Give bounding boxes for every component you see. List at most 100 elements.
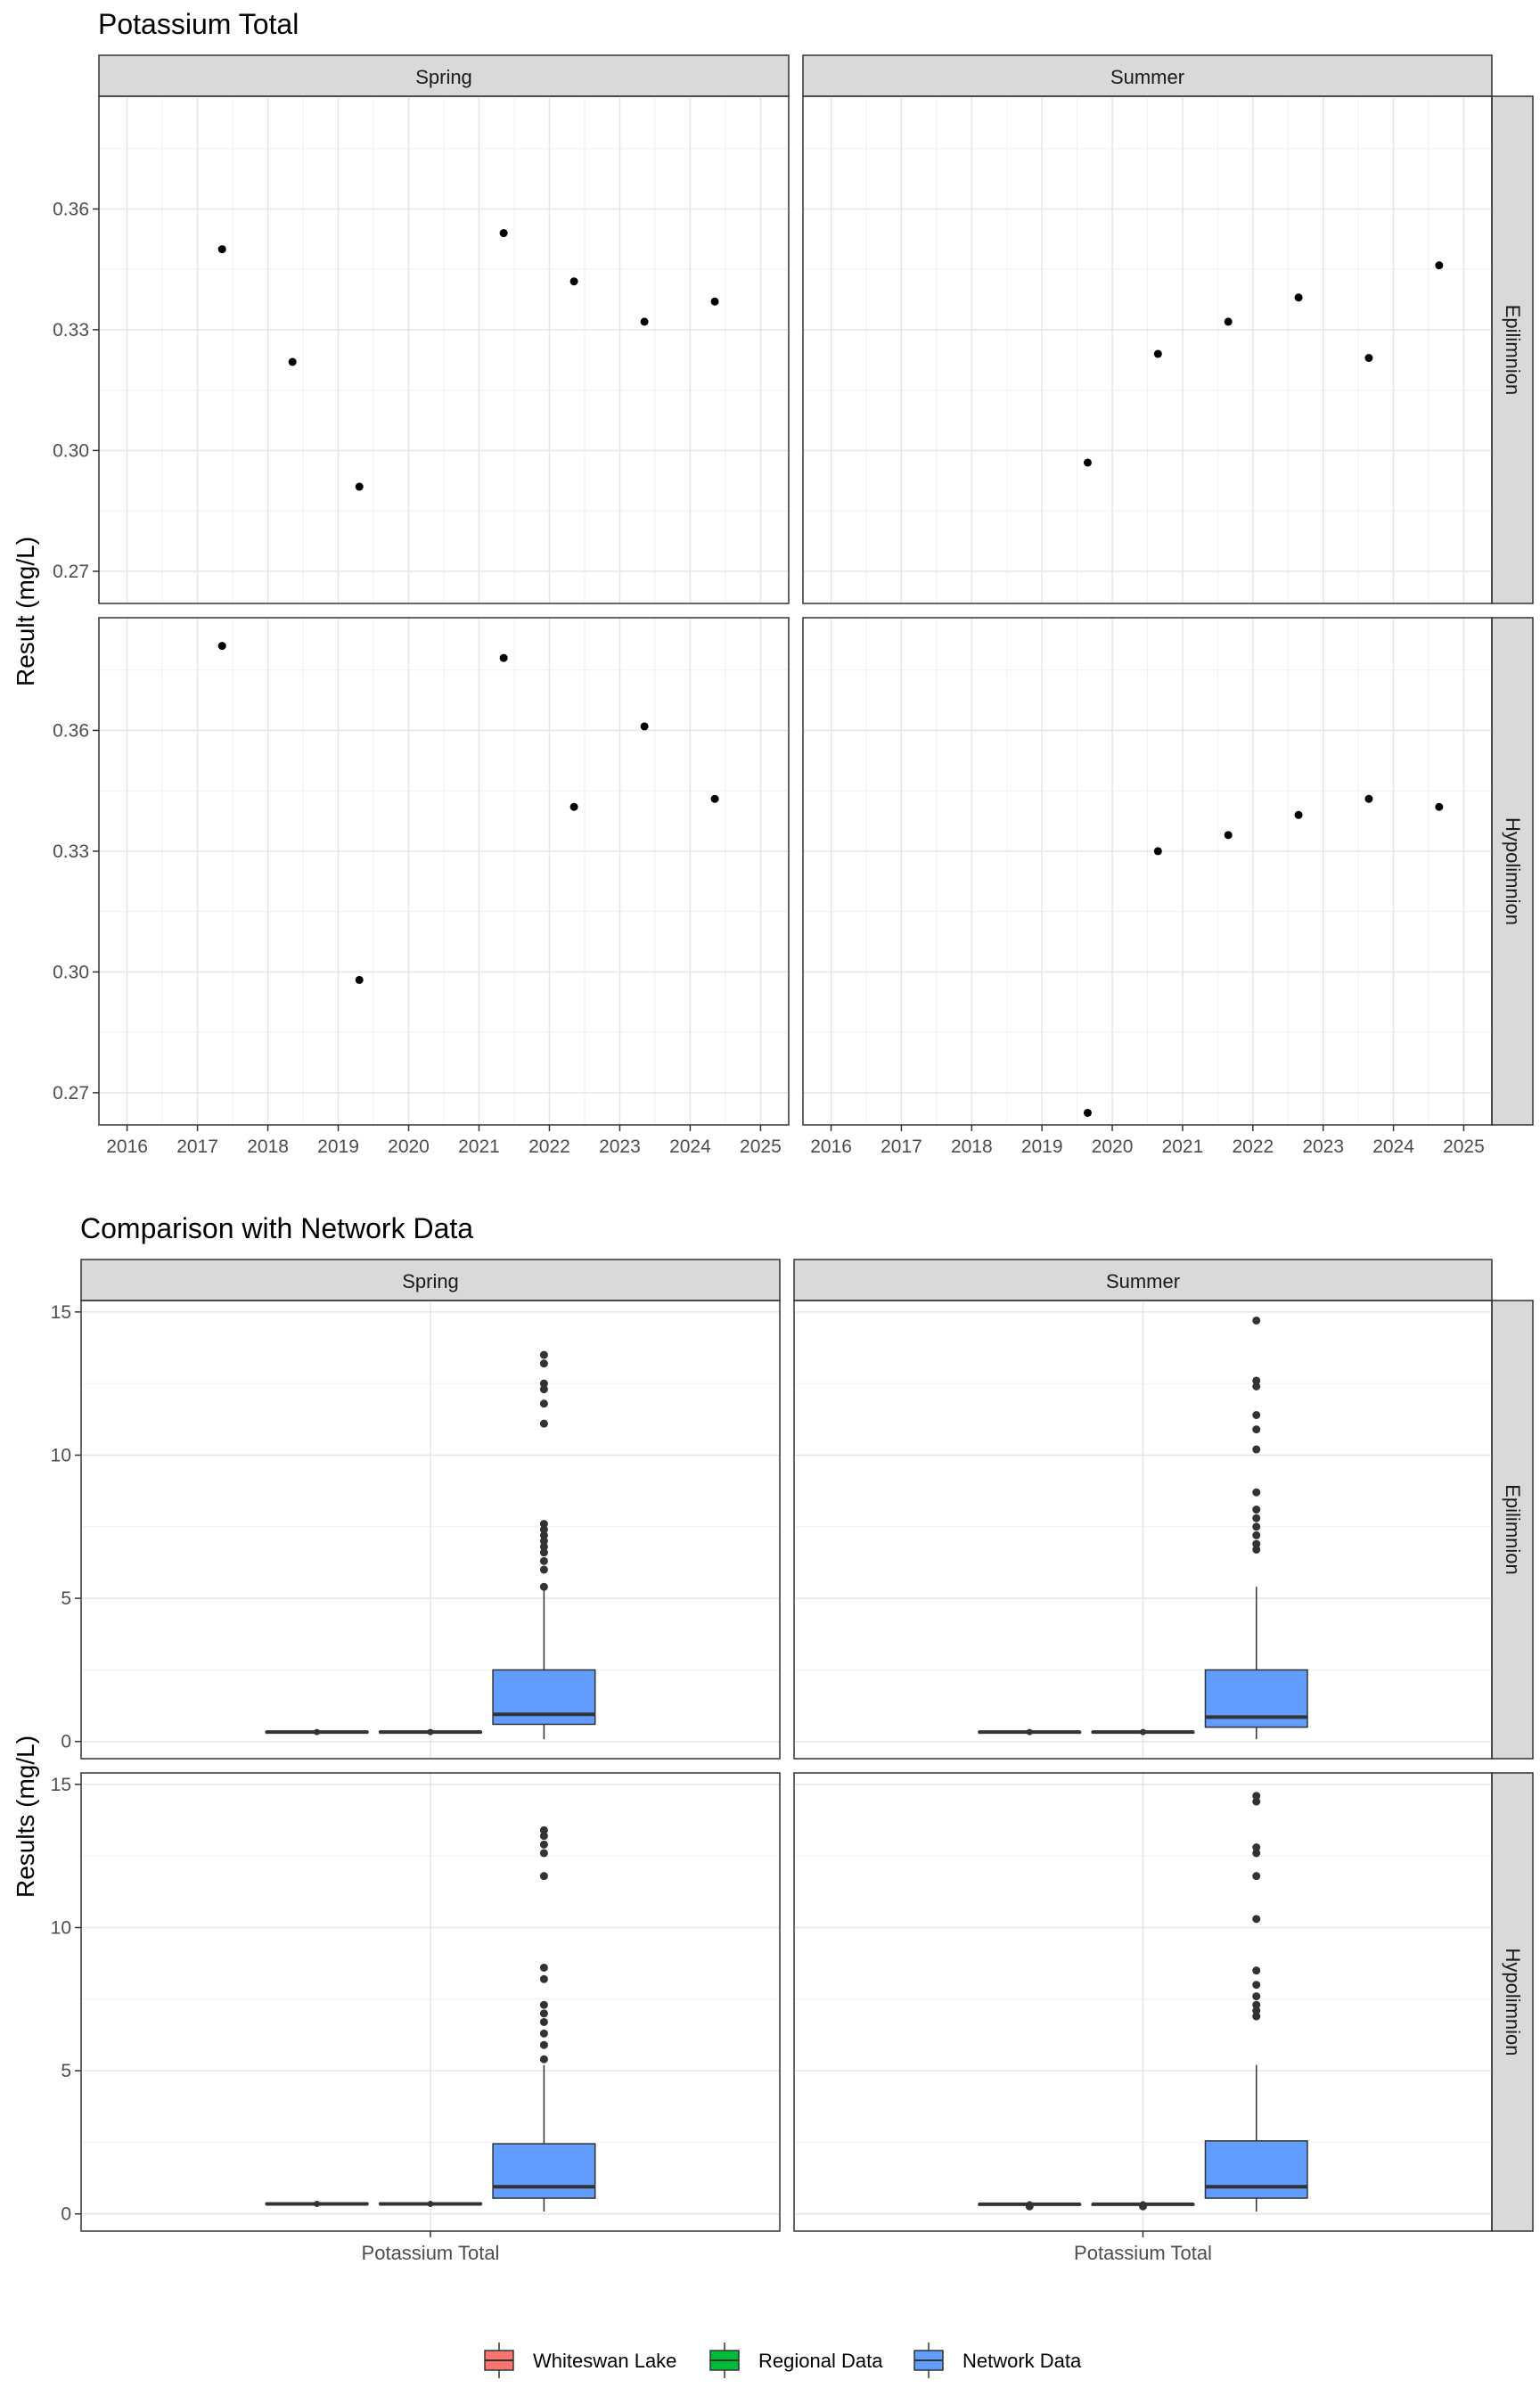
facet-strip-label-hypolimnion: Hypolimnion xyxy=(1502,817,1524,925)
x-tick-label: 2018 xyxy=(951,1136,993,1157)
outlier-point xyxy=(1252,1411,1261,1419)
data-point xyxy=(640,317,649,326)
outlier-point xyxy=(1252,1425,1261,1434)
facet-strip-epilimnion xyxy=(1491,1300,1534,1760)
panel-summer-epilimnion xyxy=(793,1300,1493,1760)
data-point xyxy=(355,482,364,491)
box-network-data xyxy=(492,1350,596,1740)
outlier-point xyxy=(427,1728,434,1735)
outlier-point xyxy=(539,1974,548,1983)
data-point xyxy=(1435,802,1444,811)
outlier-point xyxy=(539,1537,548,1546)
panel-spring-epilimnion xyxy=(80,1300,781,1760)
y-tick-label: 0.27 xyxy=(53,1083,89,1104)
x-tick-label: 2018 xyxy=(247,1136,289,1157)
panel-summer-epilimnion xyxy=(802,95,1493,604)
outlier-point xyxy=(539,2009,548,2018)
data-point xyxy=(1364,354,1373,363)
x-tick-label: 2021 xyxy=(1162,1136,1204,1157)
outlier-point xyxy=(539,1565,548,1574)
outlier-point xyxy=(539,1525,548,1534)
legend-label: Network Data xyxy=(962,2350,1082,2372)
facet-strip-spring xyxy=(80,1259,781,1301)
outlier-point xyxy=(539,1840,548,1849)
box-network-data xyxy=(1204,1792,1308,2212)
x-tick-label: 2020 xyxy=(388,1136,430,1157)
outlier-point xyxy=(1252,1915,1261,1924)
facet-strip-summer xyxy=(793,1259,1493,1301)
outlier-point xyxy=(539,2029,548,2038)
x-tick-label: 2023 xyxy=(599,1136,641,1157)
outlier-point xyxy=(539,1359,548,1368)
panel-border xyxy=(98,617,790,1126)
facet-strip-label-summer: Summer xyxy=(1110,66,1184,88)
outlier-point xyxy=(1026,2201,1033,2208)
outlier-point xyxy=(1026,1728,1033,1735)
x-tick-label: 2025 xyxy=(1443,1136,1485,1157)
y-tick-label: 10 xyxy=(51,1917,71,1938)
outlier-point xyxy=(539,1530,548,1539)
x-tick-label: 2019 xyxy=(317,1136,359,1157)
outlier-point xyxy=(539,2055,548,2064)
outlier-point xyxy=(539,1582,548,1591)
outlier-point xyxy=(1252,1992,1261,2001)
data-point xyxy=(1364,794,1373,803)
data-point xyxy=(710,297,719,306)
data-point xyxy=(1435,261,1444,270)
x-tick-label: 2022 xyxy=(528,1136,570,1157)
outlier-point xyxy=(1252,1316,1261,1325)
data-point xyxy=(499,229,508,238)
box-regional-data xyxy=(1091,2201,1195,2211)
panel-border xyxy=(80,1300,781,1760)
facet-strip-summer xyxy=(802,54,1493,97)
y-tick-label: 0 xyxy=(61,1732,71,1752)
outlier-point xyxy=(539,1542,548,1551)
panel-border xyxy=(793,1300,1493,1760)
box-iqr xyxy=(492,2143,596,2199)
outlier-point xyxy=(1140,1728,1146,1735)
outlier-point xyxy=(539,1556,548,1565)
y-axis-label-result: Result (mg/L) xyxy=(12,537,39,686)
y-tick-label: 0.27 xyxy=(53,562,89,582)
outlier-point xyxy=(539,1379,548,1388)
outlier-point xyxy=(1252,1514,1261,1522)
outlier-point xyxy=(1252,1797,1261,1806)
outlier-point xyxy=(539,1872,548,1881)
outlier-point xyxy=(1252,2012,1261,2021)
scatter-chart-potassium-total: Spring Summer Epilimnion Hypolimnion 0.27 0.3… xyxy=(53,54,1534,1157)
outlier-point xyxy=(1252,2000,1261,2009)
x-tick-label: 2020 xyxy=(1092,1136,1134,1157)
box-regional-data xyxy=(378,2200,483,2207)
outlier-point xyxy=(427,2200,434,2207)
outlier-point xyxy=(1252,1522,1261,1531)
box-iqr xyxy=(492,1669,596,1726)
data-point xyxy=(569,277,578,286)
panel-summer-hypolimnion xyxy=(793,1772,1493,2232)
outlier-point xyxy=(1252,1445,1261,1454)
panel-border xyxy=(802,617,1493,1126)
legend-item-regional-data: Regional Data xyxy=(709,2343,883,2378)
outlier-point xyxy=(539,1520,548,1529)
x-tick-label: Potassium Total xyxy=(362,2242,500,2264)
y-tick-label: 0.33 xyxy=(53,841,89,862)
box-whiteswan-lake xyxy=(265,1728,369,1735)
box-whiteswan-lake xyxy=(978,1728,1082,1735)
outlier-point xyxy=(1252,1981,1261,1990)
outlier-point xyxy=(539,1832,548,1841)
y-tick-label: 0.36 xyxy=(53,199,89,219)
outlier-point xyxy=(539,1849,548,1858)
legend-label: Whiteswan Lake xyxy=(533,2350,676,2372)
panel-spring-epilimnion xyxy=(98,95,790,604)
outlier-point xyxy=(539,2000,548,2009)
x-tick-label: 2024 xyxy=(1372,1136,1414,1157)
facet-strip-label-spring: Spring xyxy=(415,66,472,88)
y-tick-label: 0.30 xyxy=(53,440,89,461)
y-tick-label: 0.36 xyxy=(53,720,89,741)
outlier-point xyxy=(1252,1530,1261,1539)
data-point xyxy=(1083,458,1092,467)
facet-strip-label-spring: Spring xyxy=(402,1270,459,1292)
data-point xyxy=(499,653,508,662)
legend-item-network-data: Network Data xyxy=(913,2343,1082,2378)
box-whiteswan-lake xyxy=(265,2200,369,2207)
legend: Whiteswan Lake Regional Data Network Data xyxy=(484,2343,1082,2378)
